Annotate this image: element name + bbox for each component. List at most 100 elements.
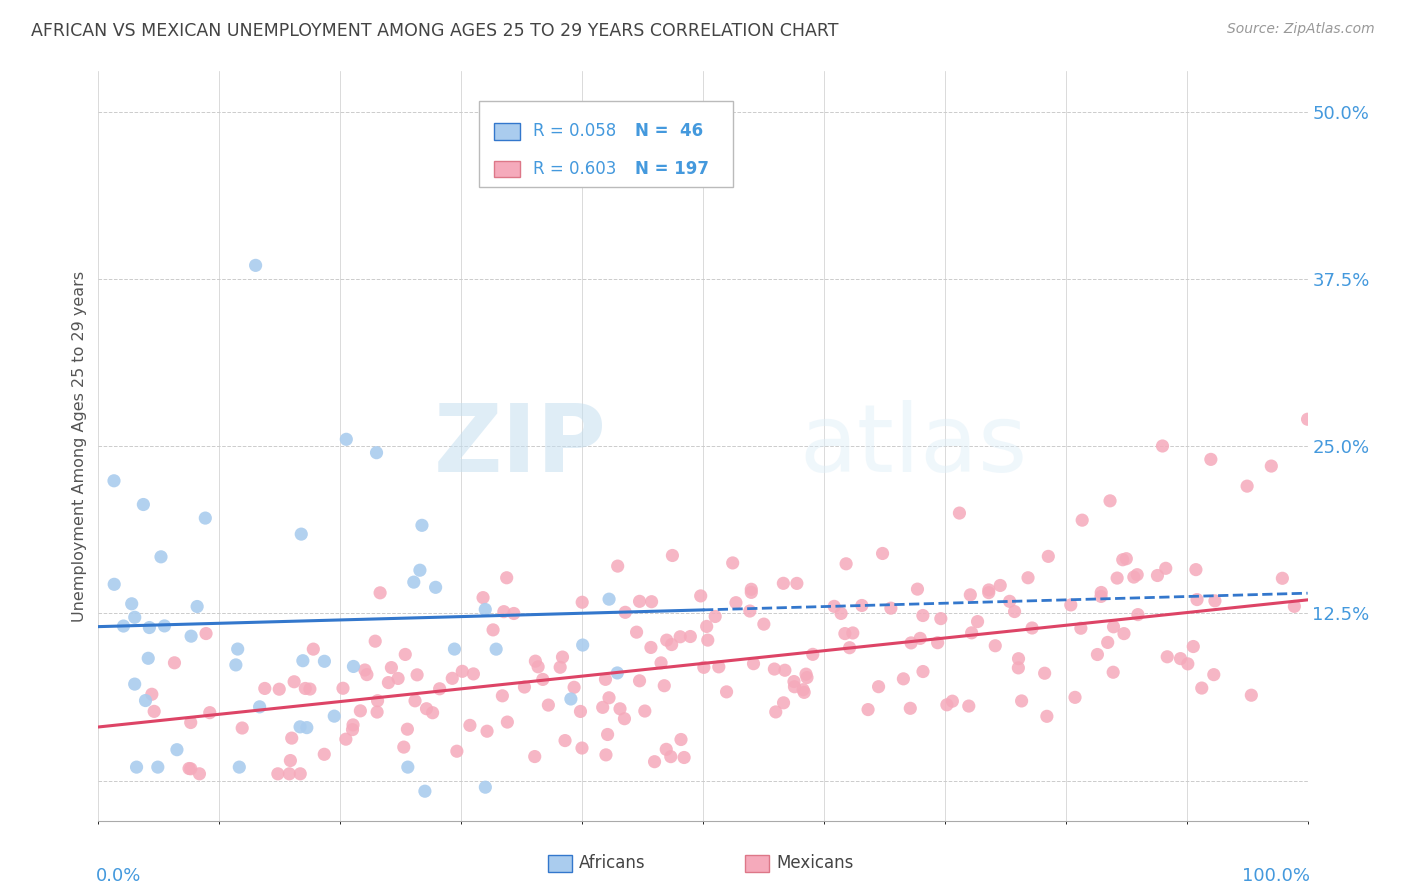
Point — [1060, 598, 1083, 612]
Point — [443, 642, 465, 657]
Point — [640, 640, 662, 655]
Point — [295, 721, 318, 735]
Point — [267, 767, 290, 781]
Point — [124, 610, 146, 624]
Point — [472, 591, 495, 605]
Point — [441, 671, 464, 685]
Point — [366, 446, 388, 460]
Point — [763, 662, 786, 676]
Point — [801, 648, 824, 662]
Point — [571, 595, 593, 609]
Point — [772, 696, 794, 710]
Point — [977, 585, 1000, 599]
Point — [367, 694, 389, 708]
Point — [138, 621, 160, 635]
Point — [474, 780, 496, 795]
Text: ZIP: ZIP — [433, 400, 606, 492]
Point — [669, 732, 692, 747]
Point — [280, 731, 302, 745]
Point — [1236, 479, 1258, 493]
Point — [1071, 513, 1094, 527]
Text: Source: ZipAtlas.com: Source: ZipAtlas.com — [1227, 22, 1375, 37]
Point — [569, 705, 592, 719]
Point — [571, 741, 593, 756]
Point — [900, 636, 922, 650]
Point — [177, 762, 200, 776]
Point — [492, 605, 515, 619]
Point — [1204, 594, 1226, 608]
Point — [823, 599, 845, 614]
Text: N = 197: N = 197 — [636, 160, 709, 178]
Point — [429, 681, 451, 696]
Point — [225, 657, 247, 672]
Point — [1090, 585, 1112, 599]
Point — [792, 682, 814, 697]
Text: AFRICAN VS MEXICAN UNEMPLOYMENT AMONG AGES 25 TO 29 YEARS CORRELATION CHART: AFRICAN VS MEXICAN UNEMPLOYMENT AMONG AG… — [31, 22, 838, 40]
Point — [1191, 681, 1213, 695]
Point — [1070, 621, 1092, 635]
Point — [332, 681, 354, 696]
Point — [1154, 561, 1177, 575]
Point — [596, 727, 619, 741]
Point — [475, 724, 498, 739]
Point — [364, 634, 387, 648]
Point — [198, 706, 221, 720]
Point — [1102, 665, 1125, 680]
Point — [146, 760, 169, 774]
Point — [984, 639, 1007, 653]
Point — [245, 259, 267, 273]
Point — [644, 755, 666, 769]
Point — [342, 718, 364, 732]
Point — [742, 657, 765, 671]
Point — [957, 699, 980, 714]
Point — [554, 733, 576, 747]
Point — [1033, 666, 1056, 681]
Point — [136, 651, 159, 665]
Point — [1007, 651, 1029, 665]
Point — [396, 722, 419, 736]
Point — [783, 674, 806, 689]
Point — [773, 663, 796, 677]
Point — [721, 556, 744, 570]
Point — [112, 619, 135, 633]
Point — [783, 680, 806, 694]
Point — [786, 576, 808, 591]
Point — [323, 709, 346, 723]
Point — [180, 629, 202, 643]
Point — [1202, 667, 1225, 681]
Point — [195, 626, 218, 640]
Point — [249, 699, 271, 714]
Point — [716, 685, 738, 699]
Point — [402, 575, 425, 590]
Point — [1271, 571, 1294, 585]
Point — [143, 705, 166, 719]
Point — [838, 640, 860, 655]
Point — [458, 718, 481, 732]
Point — [166, 742, 188, 756]
Point — [1156, 649, 1178, 664]
Point — [560, 692, 582, 706]
Point — [387, 672, 409, 686]
Point — [1170, 651, 1192, 665]
Point — [491, 689, 513, 703]
Text: Mexicans: Mexicans — [776, 855, 853, 872]
Point — [655, 742, 678, 756]
Point — [280, 754, 302, 768]
Point — [659, 749, 682, 764]
Point — [626, 625, 648, 640]
Text: 100.0%: 100.0% — [1241, 867, 1310, 885]
Point — [446, 744, 468, 758]
Point — [927, 636, 949, 650]
Point — [180, 715, 202, 730]
Point — [134, 693, 156, 707]
Point — [696, 619, 718, 633]
Text: Africans: Africans — [579, 855, 645, 872]
Point — [132, 498, 155, 512]
Point — [1112, 626, 1135, 640]
Point — [377, 675, 399, 690]
Point — [851, 599, 873, 613]
Point — [125, 760, 148, 774]
Point — [740, 582, 762, 597]
Point — [495, 571, 517, 585]
Point — [935, 698, 957, 712]
